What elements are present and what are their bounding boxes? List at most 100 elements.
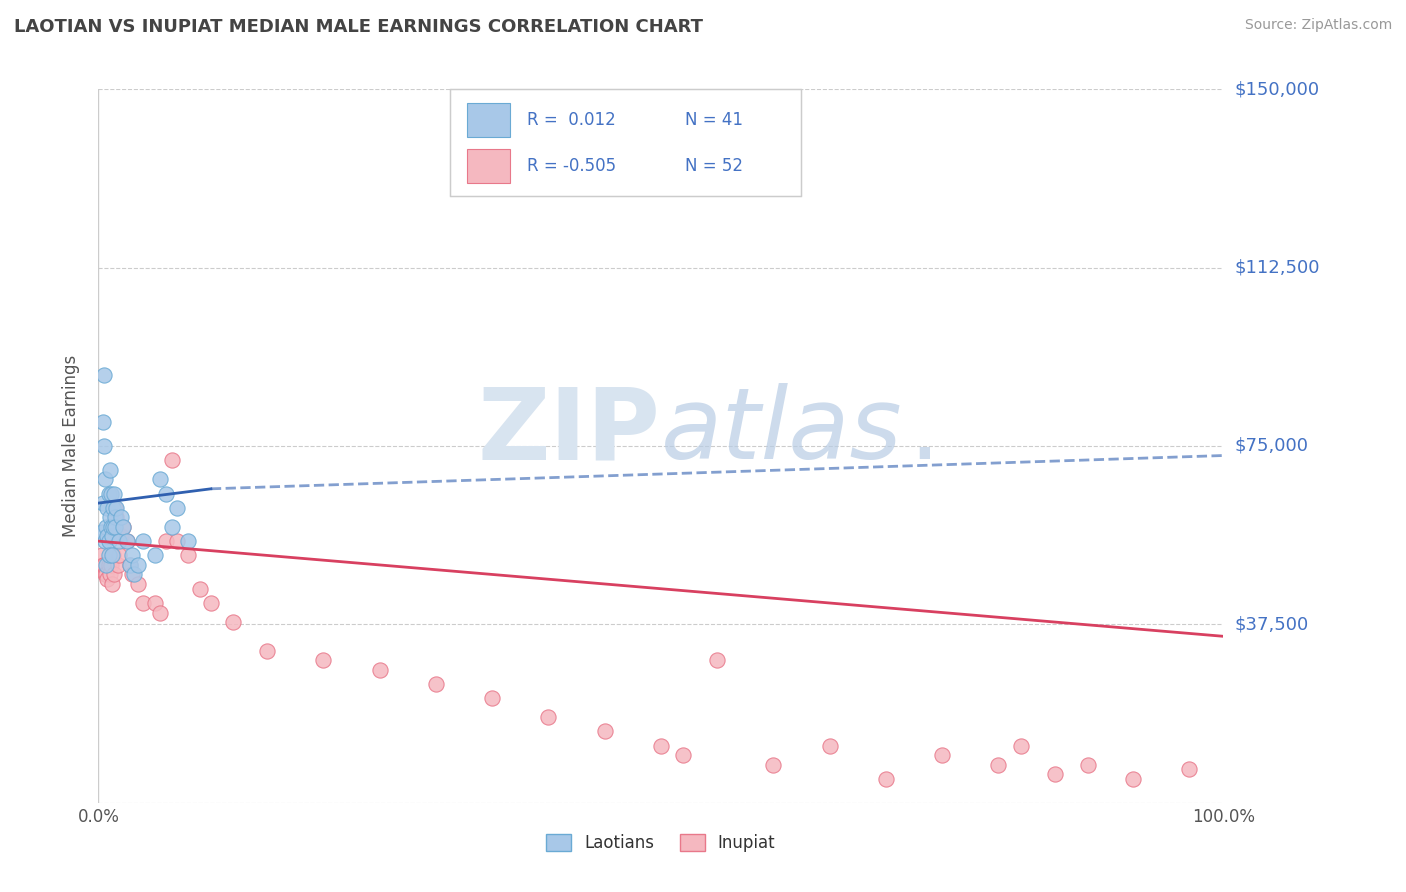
- Point: [96, 500, 118, 515]
- Point: [987, 757, 1010, 772]
- Point: [160, 520, 183, 534]
- Point: [1178, 763, 1201, 777]
- Text: .: .: [908, 384, 941, 480]
- Point: [101, 529, 124, 543]
- Point: [200, 596, 222, 610]
- Point: [931, 748, 953, 763]
- Point: [107, 558, 129, 572]
- Point: [100, 558, 122, 572]
- Point: [118, 558, 141, 572]
- Point: [93, 439, 115, 453]
- Point: [93, 368, 115, 382]
- Point: [101, 500, 124, 515]
- Point: [103, 486, 125, 500]
- Point: [1010, 739, 1032, 753]
- Point: [650, 739, 672, 753]
- Point: [90, 549, 112, 563]
- Point: [121, 549, 143, 563]
- Point: [96, 529, 118, 543]
- Point: [107, 549, 129, 563]
- Point: [1122, 772, 1144, 786]
- FancyBboxPatch shape: [467, 103, 510, 137]
- Point: [94, 567, 117, 582]
- Point: [177, 549, 200, 563]
- FancyBboxPatch shape: [467, 149, 510, 184]
- Point: [97, 486, 120, 500]
- Point: [177, 534, 200, 549]
- Point: [537, 710, 560, 724]
- Point: [91, 496, 114, 510]
- Point: [127, 577, 149, 591]
- Point: [127, 558, 149, 572]
- Text: N = 41: N = 41: [686, 112, 744, 129]
- Text: N = 52: N = 52: [686, 157, 744, 175]
- Point: [105, 500, 128, 515]
- Text: $37,500: $37,500: [1234, 615, 1309, 633]
- Point: [91, 558, 114, 572]
- Point: [155, 534, 177, 549]
- Text: $150,000: $150,000: [1234, 80, 1319, 98]
- Point: [100, 486, 122, 500]
- Point: [149, 472, 172, 486]
- Point: [104, 500, 127, 515]
- Point: [132, 534, 155, 549]
- Point: [166, 534, 188, 549]
- Point: [132, 596, 155, 610]
- Point: [222, 615, 245, 629]
- Point: [94, 472, 117, 486]
- Point: [98, 567, 121, 582]
- Point: [97, 534, 120, 549]
- Point: [97, 549, 120, 563]
- Point: [91, 415, 114, 429]
- Point: [115, 534, 138, 549]
- Point: [149, 606, 172, 620]
- Point: [160, 453, 183, 467]
- Point: [818, 739, 841, 753]
- Point: [425, 677, 447, 691]
- Text: $75,000: $75,000: [1234, 437, 1309, 455]
- Point: [107, 534, 129, 549]
- Point: [143, 596, 166, 610]
- Point: [96, 558, 118, 572]
- Point: [312, 653, 335, 667]
- Point: [1043, 767, 1066, 781]
- Point: [672, 748, 695, 763]
- Point: [94, 534, 117, 549]
- Point: [115, 534, 138, 549]
- Point: [875, 772, 897, 786]
- Text: Source: ZipAtlas.com: Source: ZipAtlas.com: [1244, 18, 1392, 32]
- Point: [101, 549, 124, 563]
- Point: [481, 691, 503, 706]
- Point: [188, 582, 211, 596]
- Point: [96, 567, 118, 582]
- Point: [103, 567, 125, 582]
- Point: [112, 520, 135, 534]
- Point: [97, 558, 120, 572]
- Point: [368, 663, 391, 677]
- Point: [96, 520, 118, 534]
- Y-axis label: Median Male Earnings: Median Male Earnings: [62, 355, 80, 537]
- Point: [124, 567, 146, 582]
- Point: [1077, 757, 1099, 772]
- Text: atlas: atlas: [661, 384, 903, 480]
- Text: R =  0.012: R = 0.012: [527, 112, 616, 129]
- Point: [104, 520, 127, 534]
- Point: [98, 510, 121, 524]
- Point: [118, 558, 141, 572]
- Point: [762, 757, 785, 772]
- Text: ZIP: ZIP: [478, 384, 661, 480]
- Text: LAOTIAN VS INUPIAT MEDIAN MALE EARNINGS CORRELATION CHART: LAOTIAN VS INUPIAT MEDIAN MALE EARNINGS …: [14, 18, 703, 36]
- Point: [98, 463, 121, 477]
- Point: [593, 724, 616, 739]
- Text: R = -0.505: R = -0.505: [527, 157, 616, 175]
- Point: [104, 510, 127, 524]
- Point: [121, 567, 143, 582]
- Point: [112, 520, 135, 534]
- Point: [93, 558, 115, 572]
- Point: [90, 524, 112, 539]
- Point: [96, 572, 118, 586]
- Point: [143, 549, 166, 563]
- Point: [110, 529, 132, 543]
- Point: [100, 520, 122, 534]
- Legend: Laotians, Inupiat: Laotians, Inupiat: [540, 827, 782, 859]
